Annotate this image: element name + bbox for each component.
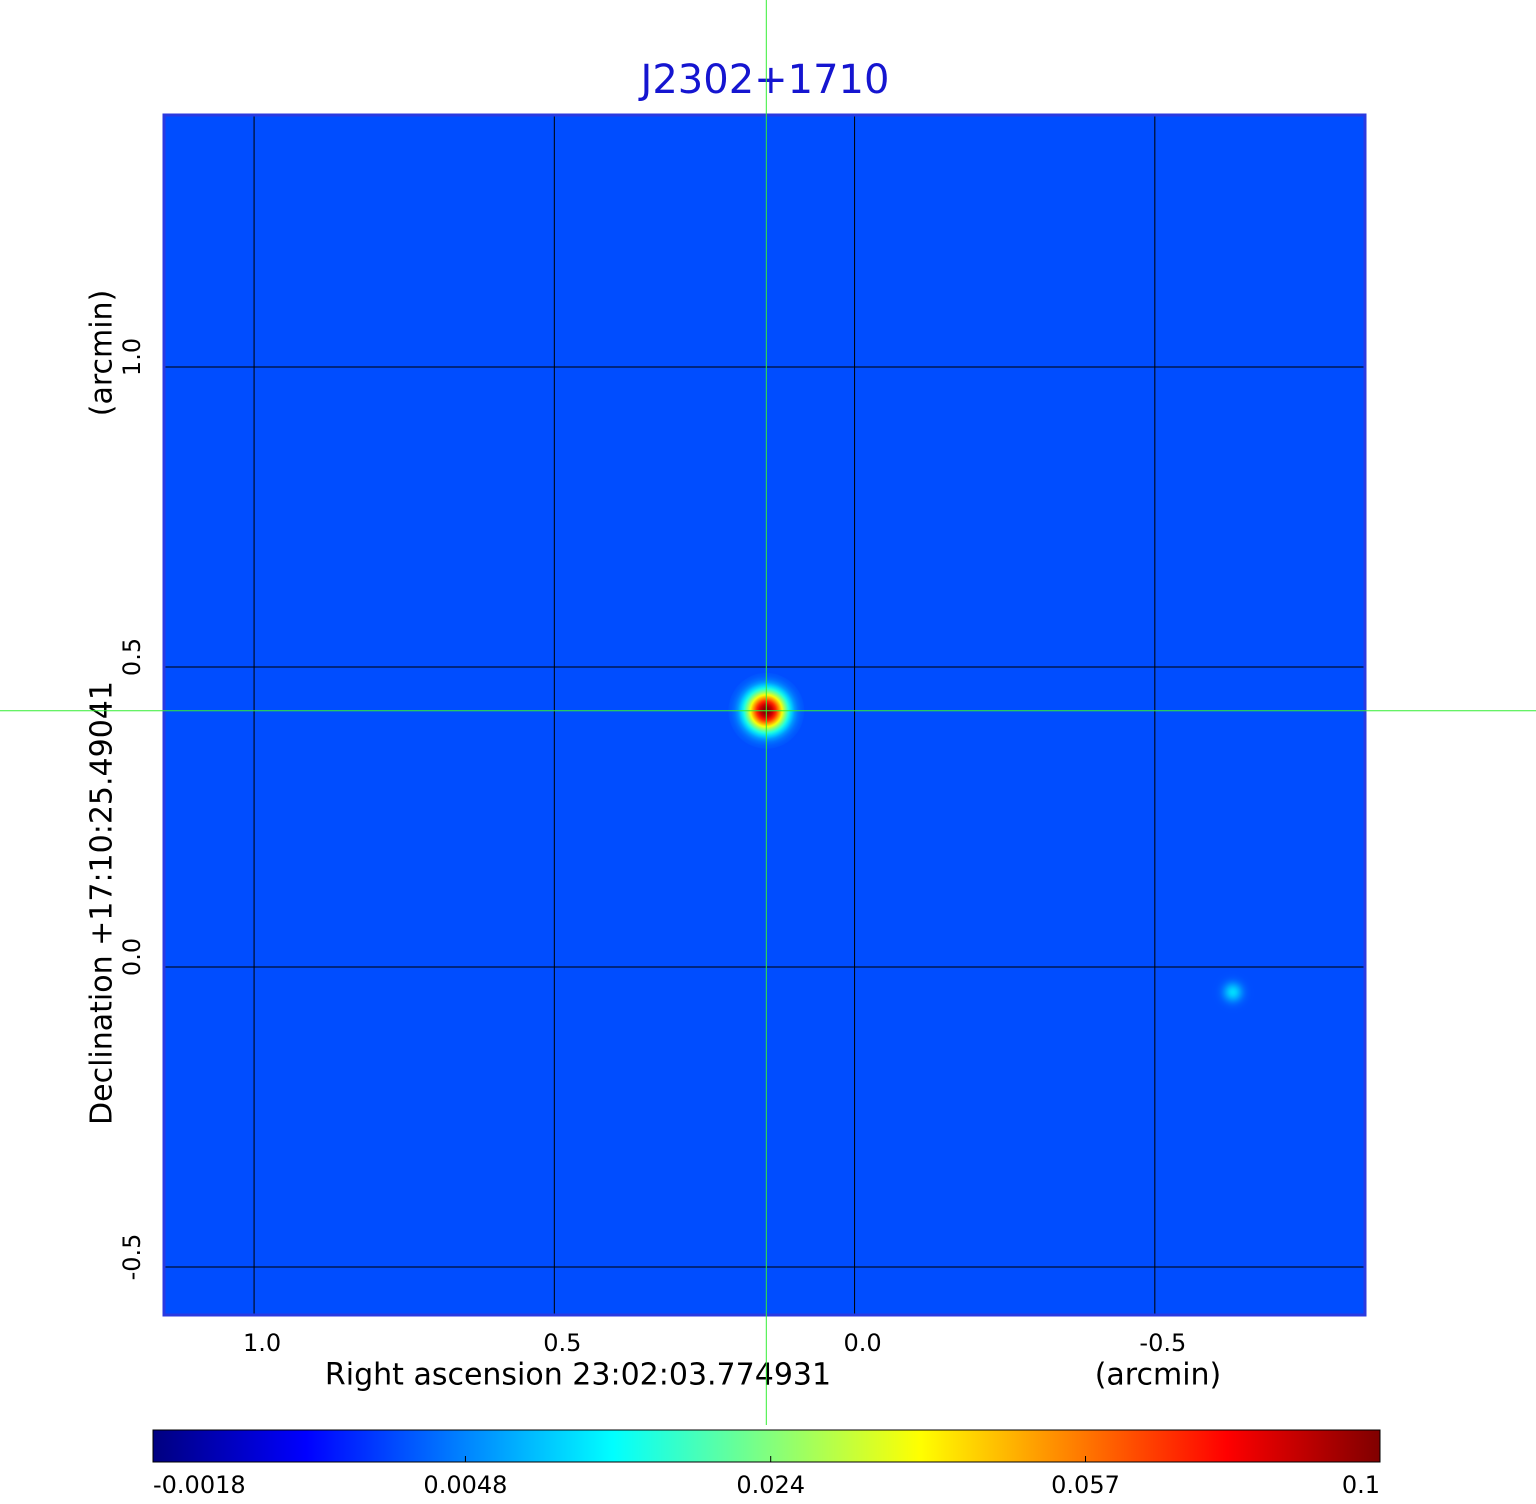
y-axis-unit: (arcmin) xyxy=(85,290,120,417)
y-axis-label: Declination +17:10:25.49041 xyxy=(85,681,120,1125)
x-tick-label: -0.5 xyxy=(1139,1329,1186,1357)
y-tick-label: 0.5 xyxy=(118,638,146,676)
colorbar-tick-label: 0.0048 xyxy=(423,1471,507,1499)
y-tick-label: 1.0 xyxy=(118,338,146,376)
x-axis-label: Right ascension 23:02:03.774931 xyxy=(325,1358,831,1393)
x-tick-label: 1.0 xyxy=(243,1329,281,1357)
colorbar-tick-label: -0.0018 xyxy=(153,1471,246,1499)
chart-title: J2302+1710 xyxy=(638,57,890,103)
colorbar xyxy=(152,1429,1381,1463)
y-tick-label: -0.5 xyxy=(118,1234,146,1281)
colorbar-tick-label: 0.1 xyxy=(1342,1471,1380,1499)
plot-frame xyxy=(162,113,1367,1317)
y-tick-label: 0.0 xyxy=(118,938,146,976)
colorbar-tick-label: 0.057 xyxy=(1051,1471,1120,1499)
source xyxy=(1211,971,1254,1014)
colorbar-tick-label: 0.024 xyxy=(736,1471,805,1499)
x-tick-label: 0.0 xyxy=(843,1329,881,1357)
x-tick-label: 0.5 xyxy=(543,1329,581,1357)
x-axis-unit: (arcmin) xyxy=(1095,1358,1222,1393)
